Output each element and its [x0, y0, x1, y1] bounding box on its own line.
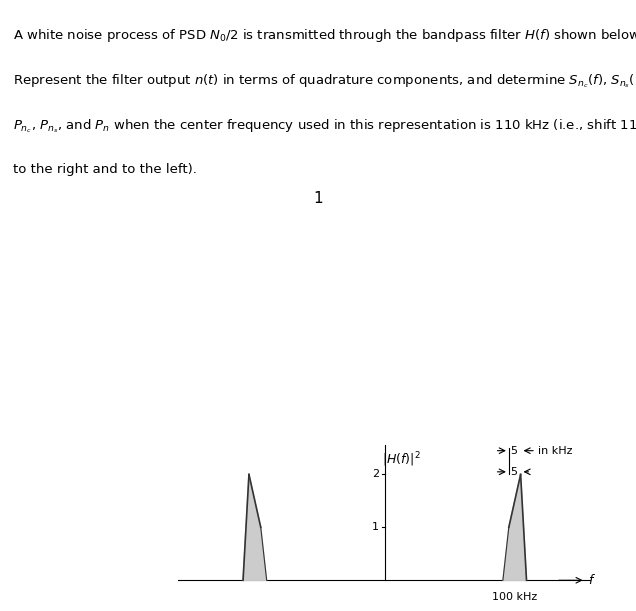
Text: 1: 1 [313, 191, 323, 207]
Text: $P_{n_c}$, $P_{n_s}$, and $P_n$ when the center frequency used in this represent: $P_{n_c}$, $P_{n_s}$, and $P_n$ when the… [13, 117, 636, 135]
Text: 1: 1 [372, 522, 379, 532]
Text: 5: 5 [510, 445, 517, 456]
Text: 100 kHz: 100 kHz [492, 592, 537, 602]
Text: A white noise process of PSD $N_0/2$ is transmitted through the bandpass filter : A white noise process of PSD $N_0/2$ is … [13, 27, 636, 44]
Text: $|H(f)|^2$: $|H(f)|^2$ [382, 450, 421, 469]
Text: in kHz: in kHz [538, 445, 573, 456]
Text: to the right and to the left).: to the right and to the left). [13, 163, 197, 176]
Polygon shape [503, 475, 527, 580]
Text: $f$: $f$ [588, 573, 596, 587]
Text: Represent the filter output $n(t)$ in terms of quadrature components, and determ: Represent the filter output $n(t)$ in te… [13, 72, 636, 90]
Polygon shape [243, 475, 266, 580]
Text: 2: 2 [372, 469, 379, 480]
Text: 5: 5 [510, 467, 517, 477]
